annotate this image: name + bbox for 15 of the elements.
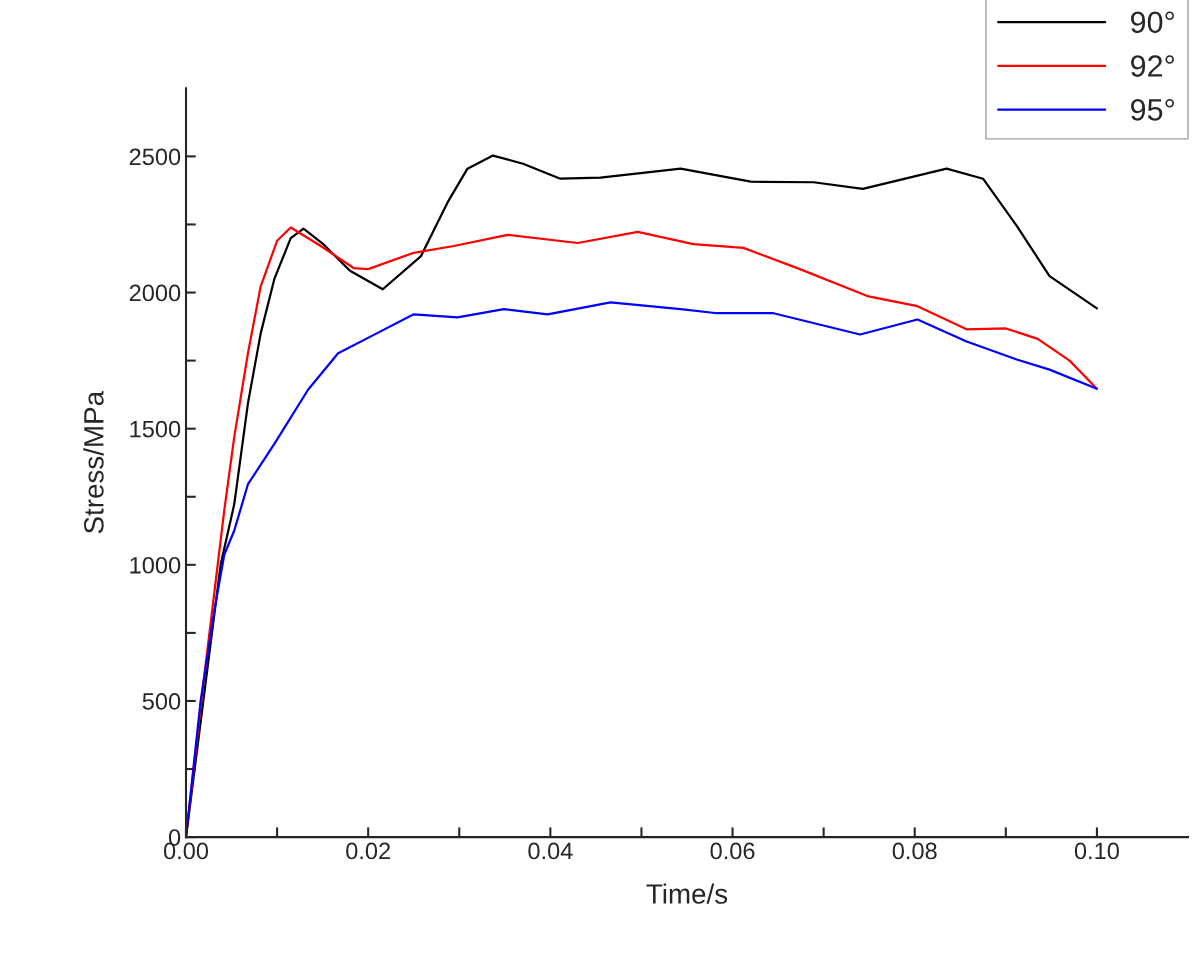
x-tick-label: 0.02 <box>346 842 390 860</box>
x-tick-label: 0.08 <box>892 842 937 860</box>
y-tick-label: 1000 <box>130 556 181 574</box>
legend-label: 92° <box>1131 55 1174 77</box>
legend-label: 95° <box>1131 99 1174 121</box>
x-tick-label: 0.06 <box>710 842 755 860</box>
y-tick-label: 500 <box>142 693 181 710</box>
legend-label: 90° <box>1131 11 1174 34</box>
y-axis-title: Stress/MPa <box>83 390 104 534</box>
x-tick-label: 0.10 <box>1074 842 1119 860</box>
y-tick-label: 1500 <box>130 420 181 438</box>
x-tick-label: 0.04 <box>528 842 573 860</box>
y-tick-label: 2000 <box>129 284 181 302</box>
x-axis-title: Time/s <box>646 883 728 904</box>
y-tick-label: 2500 <box>129 148 181 166</box>
